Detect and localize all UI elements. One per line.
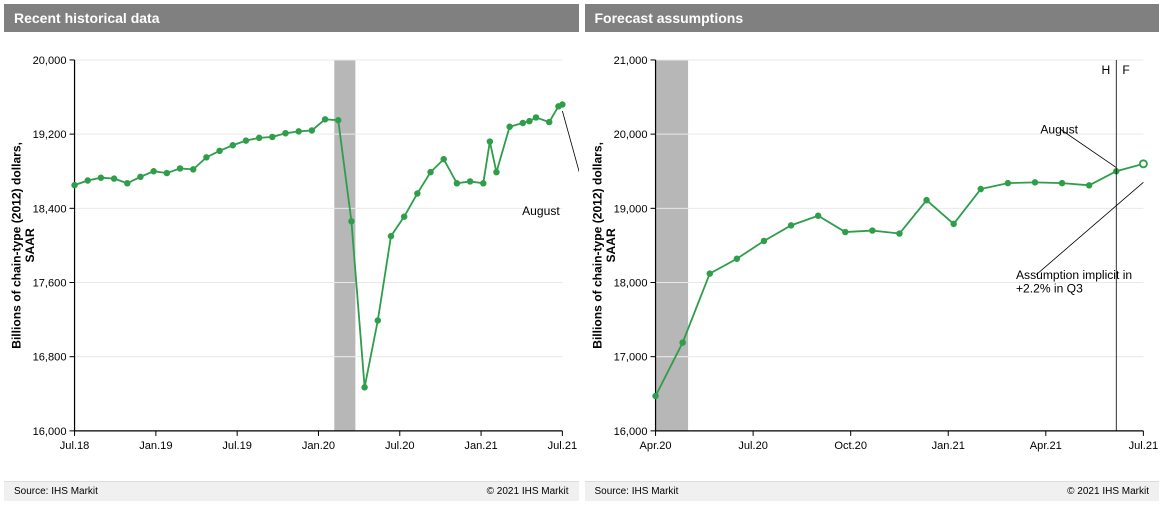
- svg-text:18,000: 18,000: [613, 278, 647, 290]
- svg-text:Billions of chain-type (2012): Billions of chain-type (2012) dollars,SA…: [590, 142, 617, 349]
- svg-text:16,800: 16,800: [33, 352, 67, 364]
- svg-text:Jul.19: Jul.19: [222, 440, 252, 452]
- svg-text:17,600: 17,600: [33, 278, 67, 290]
- right-title: Forecast assumptions: [585, 4, 1160, 32]
- svg-text:Jul.18: Jul.18: [60, 440, 90, 452]
- left-title: Recent historical data: [4, 4, 579, 32]
- svg-text:19,200: 19,200: [33, 129, 67, 141]
- svg-text:Jan.20: Jan.20: [302, 440, 335, 452]
- svg-text:H: H: [1101, 63, 1110, 77]
- left-panel: Recent historical data 16,000 16,800 17,60…: [4, 4, 579, 501]
- svg-text:Apr.21: Apr.21: [1029, 440, 1061, 452]
- svg-text:Billions of chain-type (2012): Billions of chain-type (2012) dollars,SA…: [10, 142, 37, 349]
- svg-text:August: August: [1040, 122, 1078, 136]
- svg-text:Jul.21: Jul.21: [548, 440, 578, 452]
- svg-text:Apr.20: Apr.20: [639, 440, 671, 452]
- left-copyright: © 2021 IHS Markit: [487, 486, 569, 497]
- svg-text:18,400: 18,400: [33, 203, 67, 215]
- left-plot: 16,000 16,800 17,600 18,400 19,200 20,000 Jul.…: [4, 32, 579, 481]
- right-source: Source: IHS Markit: [595, 486, 679, 497]
- svg-text:21,000: 21,000: [613, 55, 647, 67]
- right-footer: Source: IHS Markit © 2021 IHS Markit: [585, 481, 1160, 501]
- svg-text:Jul.20: Jul.20: [738, 440, 768, 452]
- svg-text:Jul.20: Jul.20: [385, 440, 415, 452]
- svg-text:Jul.21: Jul.21: [1128, 440, 1158, 452]
- svg-text:August: August: [522, 204, 560, 218]
- right-chart-svg: 16,000 17,000 18,000 19,000 20,000 21,000 Apr.…: [585, 32, 1160, 481]
- left-chart-svg: 16,000 16,800 17,600 18,400 19,200 20,000 Jul.…: [4, 32, 579, 481]
- svg-text:16,000: 16,000: [613, 426, 647, 438]
- svg-text:Oct.20: Oct.20: [834, 440, 867, 452]
- svg-text:19,000: 19,000: [613, 203, 647, 215]
- right-copyright: © 2021 IHS Markit: [1067, 486, 1149, 497]
- svg-text:Jan.19: Jan.19: [139, 440, 172, 452]
- svg-text:20,000: 20,000: [613, 129, 647, 141]
- svg-text:Jan.21: Jan.21: [931, 440, 964, 452]
- left-source: Source: IHS Markit: [14, 486, 98, 497]
- svg-text:17,000: 17,000: [613, 352, 647, 364]
- right-plot: 16,000 17,000 18,000 19,000 20,000 21,000 Apr.…: [585, 32, 1160, 481]
- right-panel: Forecast assumptions 16,00017,00018,0001…: [585, 4, 1160, 501]
- dashboard: Recent historical data 16,000 16,800 17,60…: [0, 0, 1163, 505]
- svg-text:Assumption implicit in+2.2% in: Assumption implicit in+2.2% in Q3: [1015, 268, 1131, 296]
- left-footer: Source: IHS Markit © 2021 IHS Markit: [4, 481, 579, 501]
- svg-text:16,000: 16,000: [33, 426, 67, 438]
- svg-text:20,000: 20,000: [33, 55, 67, 67]
- svg-text:Jan.21: Jan.21: [464, 440, 497, 452]
- svg-text:F: F: [1122, 63, 1129, 77]
